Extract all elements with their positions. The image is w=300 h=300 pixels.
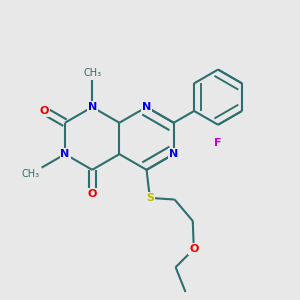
Text: O: O [40, 106, 49, 116]
Text: N: N [142, 102, 151, 112]
Text: O: O [88, 189, 97, 199]
Text: N: N [169, 149, 178, 159]
Text: N: N [88, 102, 97, 112]
Text: O: O [189, 244, 199, 254]
Text: S: S [146, 193, 154, 203]
Text: CH₃: CH₃ [83, 68, 101, 78]
Text: N: N [60, 149, 70, 159]
Text: F: F [214, 138, 222, 148]
Text: CH₃: CH₃ [22, 169, 40, 179]
